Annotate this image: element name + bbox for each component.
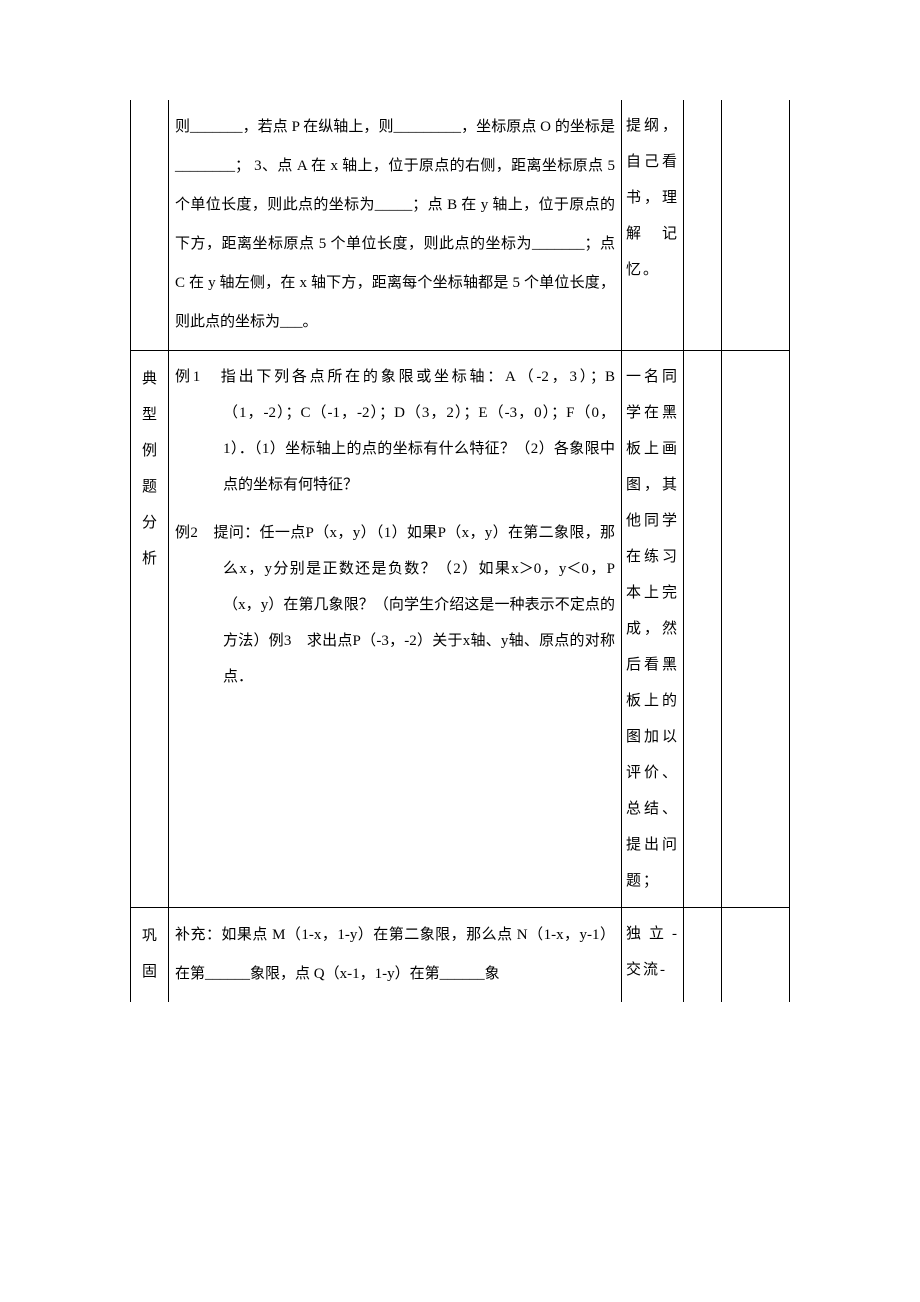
row3-label-char1: 巩	[133, 918, 166, 954]
row1-empty2	[722, 100, 790, 351]
example1-text: 例1 指出下列各点所在的象限或坐标轴：A（-2，3）；B（1，-2）；C（-1，…	[175, 359, 615, 503]
row3-label-char2: 固	[133, 954, 166, 990]
row2-label-char5: 分	[133, 505, 166, 541]
example2-text: 例2 提问：任一点P（x，y）（1）如果P（x，y）在第二象限，那么x，y分别是…	[175, 515, 615, 695]
row3-content-text: 补充：如果点 M（1-x，1-y）在第二象限，那么点 N（1-x，y-1）在第_…	[175, 916, 615, 994]
row3-note-cell: 独立-交流-	[622, 908, 684, 1003]
row3-empty2	[722, 908, 790, 1003]
row1-note-text: 提纲，自己看书，理解记忆。	[626, 108, 679, 288]
row1-empty1	[684, 100, 722, 351]
row3-content-cell: 补充：如果点 M（1-x，1-y）在第二象限，那么点 N（1-x，y-1）在第_…	[169, 908, 622, 1003]
row1-note-cell: 提纲，自己看书，理解记忆。	[622, 100, 684, 351]
lesson-plan-table: 则_______，若点 P 在纵轴上，则_________，坐标原点 O 的坐标…	[130, 100, 790, 1002]
row3-note-text: 独立-交流-	[626, 916, 679, 988]
row1-label-cell	[131, 100, 169, 351]
row2-label-char1: 典	[133, 361, 166, 397]
row2-note-text: 一名同学在黑板上画图，其他同学在练习本上完成，然后看黑板上的图加以评价、总结、提…	[626, 359, 679, 899]
row3-empty1	[684, 908, 722, 1003]
row2-label-char6: 析	[133, 541, 166, 577]
row2-empty1	[684, 351, 722, 908]
row2-content-cell: 例1 指出下列各点所在的象限或坐标轴：A（-2，3）；B（1，-2）；C（-1，…	[169, 351, 622, 908]
row2-empty2	[722, 351, 790, 908]
row2-label-cell: 典 型 例 题 分 析	[131, 351, 169, 908]
row2-label-char2: 型	[133, 397, 166, 433]
row3-label-cell: 巩 固	[131, 908, 169, 1003]
row1-content-cell: 则_______，若点 P 在纵轴上，则_________，坐标原点 O 的坐标…	[169, 100, 622, 351]
row2-note-cell: 一名同学在黑板上画图，其他同学在练习本上完成，然后看黑板上的图加以评价、总结、提…	[622, 351, 684, 908]
row2-label-char3: 例	[133, 433, 166, 469]
row1-content-text: 则_______，若点 P 在纵轴上，则_________，坐标原点 O 的坐标…	[175, 108, 615, 342]
row2-label-char4: 题	[133, 469, 166, 505]
